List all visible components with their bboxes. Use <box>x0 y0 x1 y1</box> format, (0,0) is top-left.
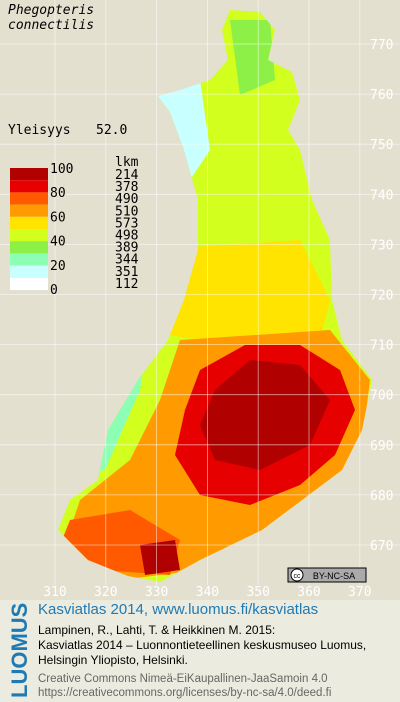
legend-count: 498 <box>115 229 138 244</box>
y-grid-label: 680 <box>370 489 393 504</box>
license-badge: cc BY-NC-SA <box>287 567 367 583</box>
citation: Helsingin Yliopisto, Helsinki. <box>38 653 188 667</box>
x-grid-label: 360 <box>297 585 320 600</box>
legend-count: 490 <box>115 192 138 207</box>
x-grid-label: 310 <box>43 585 66 600</box>
legend-scale-label: 20 <box>50 259 66 274</box>
y-grid-label: 750 <box>370 138 393 153</box>
frequency-label: Yleisyys <box>8 123 71 138</box>
legend-swatch <box>10 204 48 217</box>
legend-count: 378 <box>115 180 138 195</box>
x-grid-label: 340 <box>196 585 219 600</box>
legend-swatch <box>10 229 48 242</box>
count-header: lkm <box>115 155 139 170</box>
legend-scale-label: 40 <box>50 235 66 250</box>
license: Creative Commons Nimeä-EiKaupallinen-Jaa… <box>38 673 328 685</box>
citation: Lampinen, R., Lahti, T. & Heikkinen M. 2… <box>38 623 275 637</box>
x-grid-label: 370 <box>348 585 371 600</box>
x-grid-label: 330 <box>145 585 168 600</box>
legend-count: 510 <box>115 204 138 219</box>
legend-swatch <box>10 216 48 229</box>
frequency-value: 52.0 <box>96 123 127 138</box>
species-name: Phegopteris <box>8 3 94 18</box>
citation: Kasviatlas 2014 – Luonnontieteellinen ke… <box>38 638 366 652</box>
license: https://creativecommons.org/licenses/by-… <box>38 687 331 699</box>
y-grid-label: 760 <box>370 88 393 103</box>
legend-swatch <box>10 192 48 205</box>
svg-text:cc: cc <box>294 573 302 580</box>
legend-swatch <box>10 241 48 254</box>
legend-scale-label: 80 <box>50 186 66 201</box>
y-grid-label: 670 <box>370 539 393 554</box>
y-grid-label: 690 <box>370 439 393 454</box>
y-grid-label: 740 <box>370 188 393 203</box>
legend-swatch <box>10 168 48 181</box>
y-grid-label: 730 <box>370 238 393 253</box>
legend-count: 214 <box>115 168 139 183</box>
y-grid-label: 720 <box>370 289 393 304</box>
legend: 100 80 60 40 20 0 2143784905105734983893443511… <box>10 162 139 298</box>
legend-scale-label: 0 <box>50 283 58 298</box>
legend-count: 351 <box>115 265 138 280</box>
footer <box>0 600 400 702</box>
legend-swatch <box>10 277 48 290</box>
legend-count: 389 <box>115 241 138 256</box>
license-badge-text: BY-NC-SA <box>313 571 355 581</box>
legend-scale-label: 100 <box>50 162 73 177</box>
grid: 770 760 750 740 730 720 710 700 690 680 670 310 320 3… <box>0 0 400 600</box>
headline: Kasviatlas 2014, www.luomus.fi/kasviatla… <box>38 601 318 618</box>
legend-scale-label: 60 <box>50 210 66 225</box>
legend-count: 112 <box>115 277 138 292</box>
x-grid-label: 350 <box>246 585 269 600</box>
species-name: connectilis <box>8 18 94 33</box>
legend-count: 344 <box>115 253 139 268</box>
legend-swatch <box>10 180 48 193</box>
legend-count: 573 <box>115 216 138 231</box>
brand: LUOMUS <box>7 603 32 698</box>
y-grid-label: 770 <box>370 38 393 53</box>
y-grid-label: 700 <box>370 389 393 404</box>
y-grid-label: 710 <box>370 339 393 354</box>
x-grid-label: 320 <box>94 585 117 600</box>
legend-swatch <box>10 253 48 266</box>
legend-swatch <box>10 265 48 278</box>
